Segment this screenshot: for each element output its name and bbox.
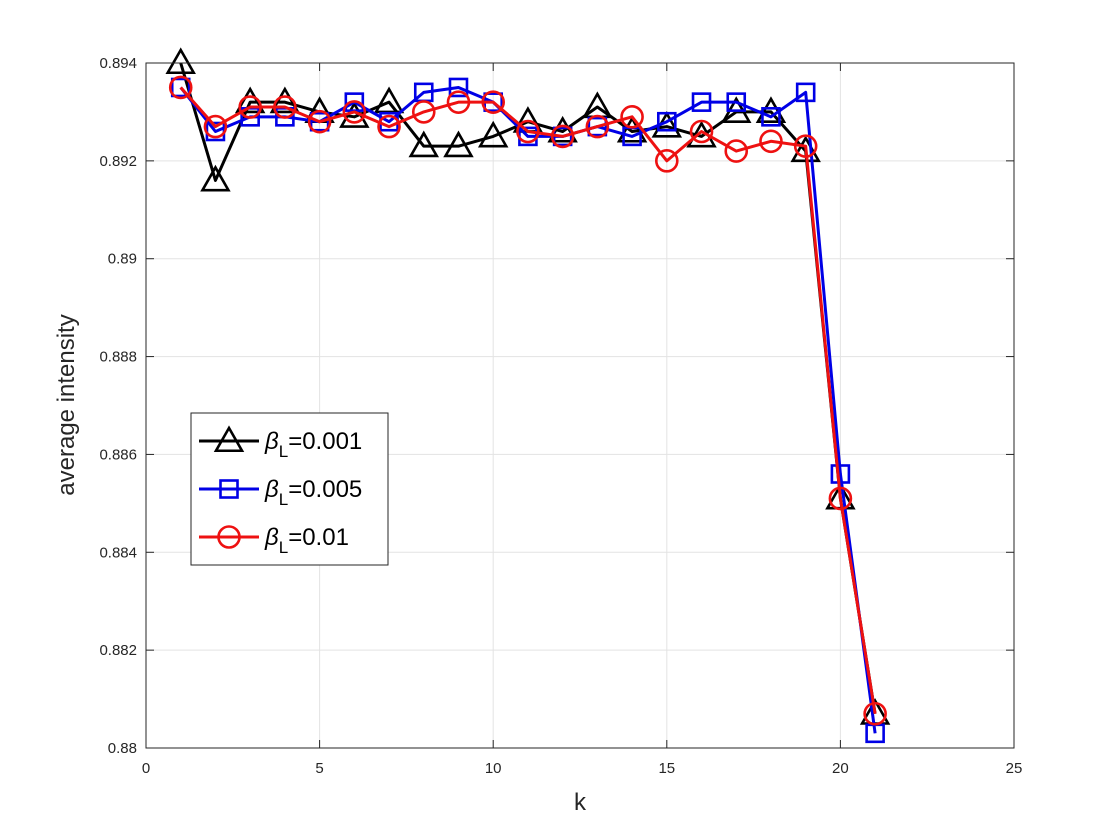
legend-symbol: β (264, 476, 279, 503)
legend-subscript: L (279, 490, 288, 509)
y-tick-label: 0.888 (99, 349, 137, 366)
series-circle (168, 75, 887, 726)
y-tick-label: 0.892 (99, 153, 137, 170)
y-tick-label: 0.89 (108, 251, 137, 268)
legend-subscript: L (279, 442, 288, 461)
y-tick-label: 0.886 (99, 446, 137, 463)
series-line (179, 86, 877, 714)
data-point-circle (828, 486, 853, 511)
data-point-circle (168, 75, 193, 100)
data-point-circle (307, 109, 332, 134)
data-point-circle (724, 139, 749, 163)
data-point-circle (585, 114, 610, 139)
legend-entry: βL=0.01 (199, 524, 349, 557)
series-layer (165, 47, 891, 744)
y-tick-label: 0.88 (108, 740, 137, 757)
data-point-circle (273, 95, 297, 119)
y-tick-label: 0.884 (99, 544, 137, 561)
x-tick-label: 20 (832, 760, 849, 777)
y-tick-label: 0.894 (99, 55, 137, 72)
x-tick-label: 5 (315, 760, 323, 777)
data-point-square (448, 77, 469, 98)
data-point-square (795, 82, 816, 103)
legend-label: βL=0.01 (264, 524, 349, 557)
legend-symbol: β (264, 428, 279, 455)
series-line (179, 85, 877, 734)
x-tick-label: 15 (658, 760, 675, 777)
x-axis-ticks: 0 5 10 15 20 25 (142, 63, 1023, 777)
data-point-circle (516, 119, 540, 144)
data-point-circle (203, 114, 228, 139)
data-point-circle (550, 124, 575, 149)
data-point-square (691, 92, 712, 112)
data-point-square (830, 464, 851, 484)
data-point-circle (620, 105, 644, 129)
legend-value: =0.01 (288, 524, 349, 551)
data-point-triangle (165, 47, 196, 75)
legend-label: βL=0.005 (264, 476, 362, 509)
legend-marker-triangle (213, 425, 245, 453)
data-point-circle (689, 119, 714, 144)
plot-background (146, 63, 1014, 748)
data-point-triangle (443, 130, 474, 158)
data-point-square (656, 111, 677, 132)
data-point-circle (481, 90, 506, 114)
x-tick-label: 0 (142, 760, 150, 777)
data-point-circle (377, 114, 401, 139)
data-point-square (587, 116, 608, 137)
x-tick-label: 25 (1006, 760, 1023, 777)
data-point-circle (654, 149, 679, 173)
data-point-triangle (373, 86, 405, 114)
data-point-square (309, 111, 330, 132)
data-point-triangle (477, 120, 509, 148)
plot-frame (145, 62, 1015, 749)
legend-label: βL=0.001 (264, 428, 362, 461)
data-point-triangle (755, 96, 787, 123)
legend-subscript: L (279, 538, 288, 557)
data-point-triangle (200, 164, 231, 192)
data-point-square (761, 107, 781, 127)
data-point-circle (793, 134, 818, 158)
data-point-circle (863, 701, 887, 726)
legend-marker-circle (217, 525, 241, 549)
y-tick-label: 0.882 (99, 642, 137, 659)
y-axis-ticks: 0.88 0.882 0.884 0.886 0.888 0.89 0.892 0.894 (99, 55, 1014, 757)
legend-symbol: β (264, 524, 279, 551)
x-axis-label: k (574, 789, 587, 816)
data-point-circle (238, 95, 262, 119)
y-axis-label: average intensity (53, 314, 80, 495)
legend-value: =0.005 (288, 476, 362, 503)
data-point-circle (759, 129, 783, 154)
data-point-circle (342, 100, 367, 124)
data-point-circle (446, 90, 471, 114)
data-point-triangle (408, 130, 440, 158)
legend-value: =0.001 (288, 428, 362, 455)
legend-entry: βL=0.001 (199, 425, 362, 461)
x-tick-label: 10 (485, 760, 502, 777)
data-point-square (170, 77, 191, 98)
data-point-circle (411, 100, 436, 124)
legend-marker-square (219, 479, 239, 499)
data-point-triangle (616, 115, 648, 143)
data-point-square (726, 92, 747, 112)
legend-entry: βL=0.005 (199, 476, 362, 509)
